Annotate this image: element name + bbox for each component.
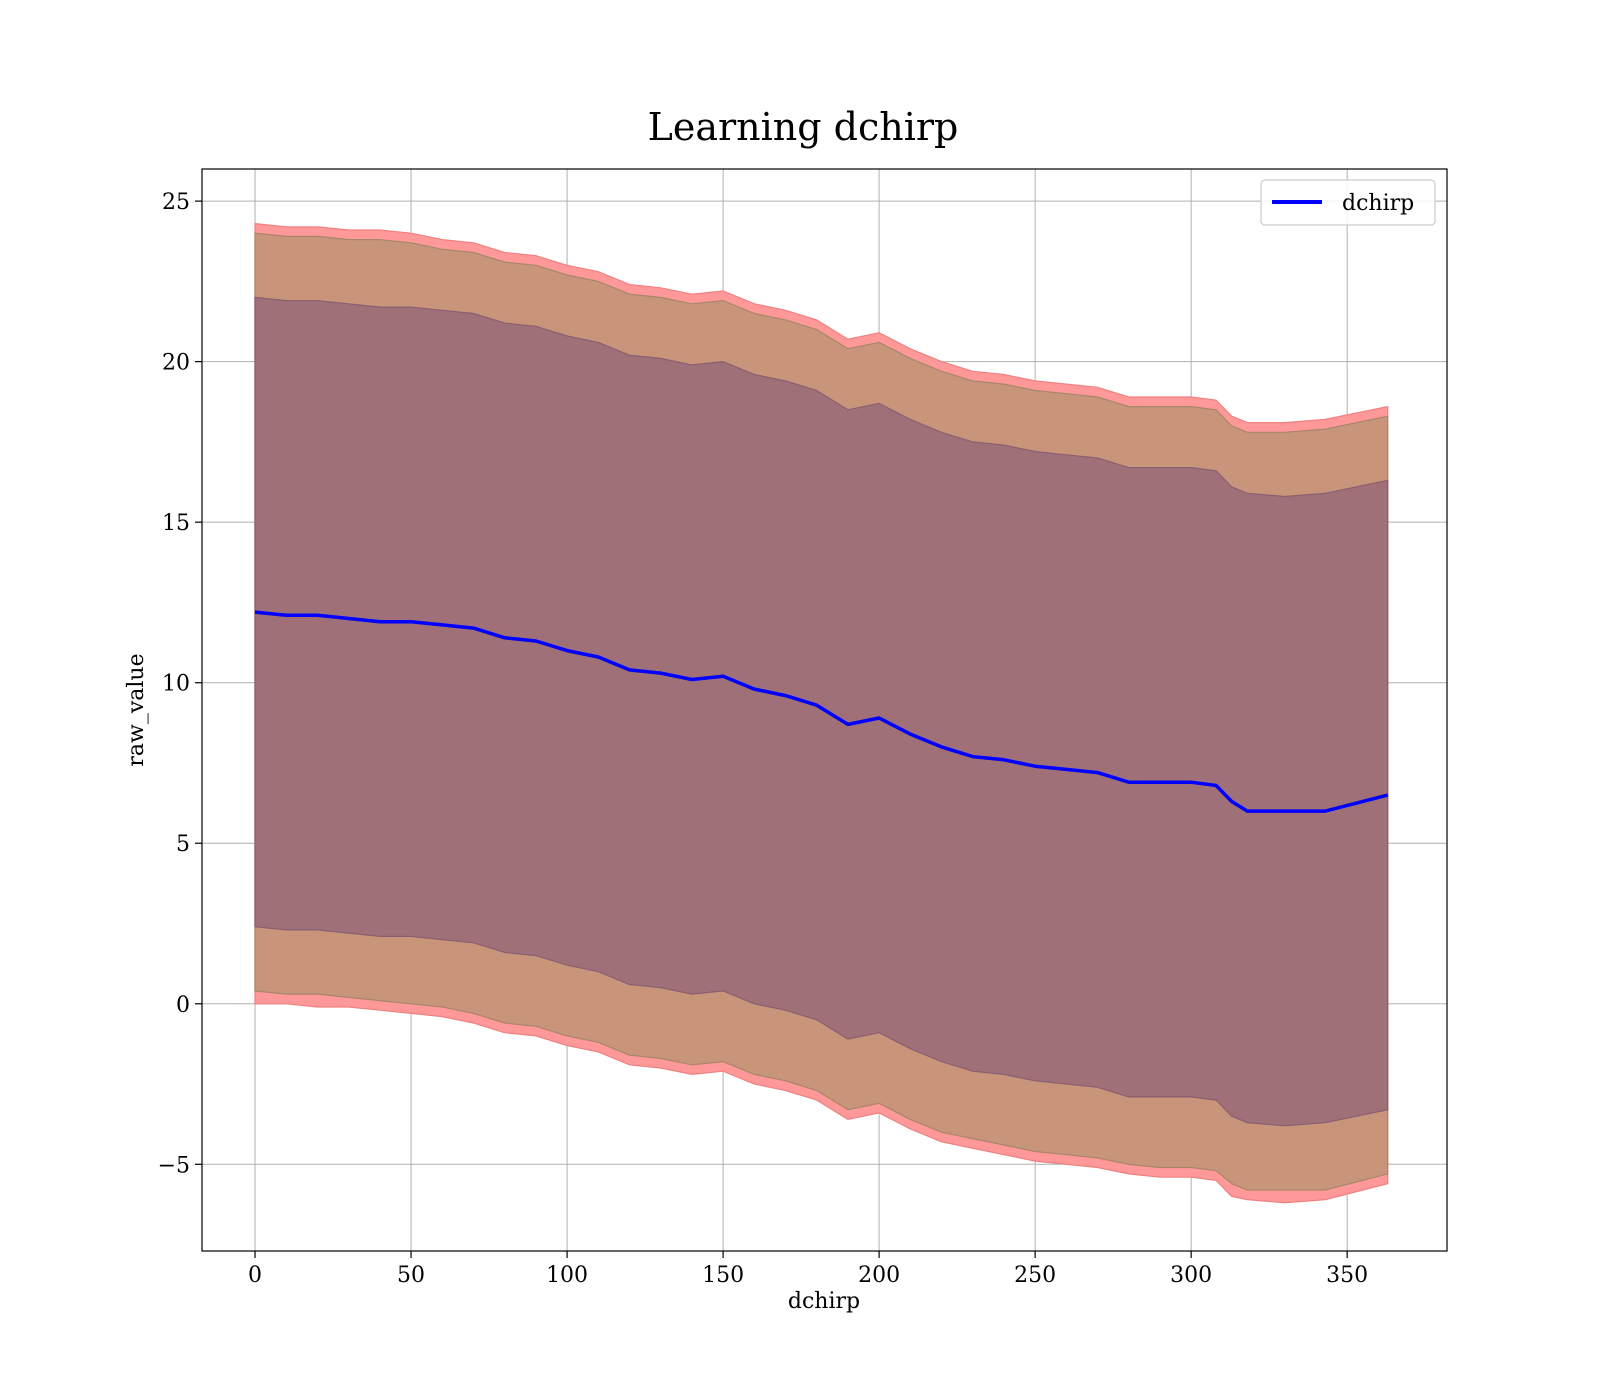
band-inner xyxy=(254,296,1389,1127)
x-tick-label: 200 xyxy=(858,1263,900,1288)
chart-title: Learning dchirp xyxy=(648,105,959,149)
y-tick-label: 0 xyxy=(176,993,190,1018)
y-tick-label: 5 xyxy=(176,832,190,857)
x-tick-label: 300 xyxy=(1170,1263,1212,1288)
legend-frame xyxy=(1260,179,1436,226)
y-tick-label: 10 xyxy=(162,672,190,697)
x-tick-label: 250 xyxy=(1014,1263,1056,1288)
x-axis-label: dchirp xyxy=(788,1289,860,1314)
y-tick-label: 25 xyxy=(162,190,190,215)
confidence-bands xyxy=(254,222,1389,1204)
y-axis-label: raw_value xyxy=(124,653,149,766)
legend: dchirp xyxy=(1260,179,1436,226)
x-tick-label: 150 xyxy=(702,1263,744,1288)
y-tick-label: 15 xyxy=(162,511,190,536)
y-tick-label: 20 xyxy=(162,351,190,376)
plot-area-frame xyxy=(201,168,1448,1252)
legend-entry-label: dchirp xyxy=(1342,191,1414,216)
series-line-dchirp xyxy=(254,610,1389,813)
x-tick-label: 350 xyxy=(1326,1263,1368,1288)
series-lines xyxy=(254,610,1389,813)
x-tick-label: 0 xyxy=(248,1263,262,1288)
axis-ticks: 0 50 100 150 200 250 300 350 −5 0 5 10 15 20 25 xyxy=(158,190,1369,1288)
y-tick-label: −5 xyxy=(158,1153,190,1178)
x-tick-label: 50 xyxy=(397,1263,425,1288)
x-tick-label: 100 xyxy=(546,1263,588,1288)
